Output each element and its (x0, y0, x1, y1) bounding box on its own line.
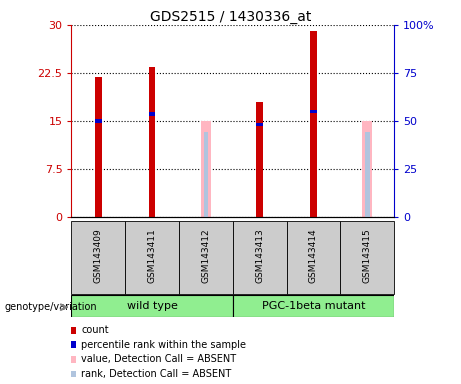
Text: value, Detection Call = ABSENT: value, Detection Call = ABSENT (81, 354, 236, 364)
Bar (71, 221, 125, 294)
Text: GSM143413: GSM143413 (255, 228, 264, 283)
Bar (256, 123, 263, 126)
Bar (365, 132, 370, 217)
Bar (310, 31, 317, 217)
Text: percentile rank within the sample: percentile rank within the sample (81, 340, 246, 350)
Text: GSM143411: GSM143411 (148, 228, 157, 283)
Bar (125, 221, 179, 294)
Bar (233, 221, 287, 294)
Bar (71, 295, 233, 317)
Text: genotype/variation: genotype/variation (5, 302, 97, 312)
Bar (233, 295, 394, 317)
Text: PGC-1beta mutant: PGC-1beta mutant (262, 301, 365, 311)
Bar (149, 66, 155, 217)
Bar (149, 113, 155, 116)
Text: GSM143415: GSM143415 (363, 228, 372, 283)
Bar (310, 110, 317, 113)
Text: GDS2515 / 1430336_at: GDS2515 / 1430336_at (150, 10, 311, 23)
Bar (95, 119, 101, 122)
Bar (179, 221, 233, 294)
Bar (204, 132, 208, 217)
Text: GSM143414: GSM143414 (309, 228, 318, 283)
Text: GSM143409: GSM143409 (94, 228, 103, 283)
Text: count: count (81, 325, 109, 335)
Text: wild type: wild type (127, 301, 177, 311)
Text: rank, Detection Call = ABSENT: rank, Detection Call = ABSENT (81, 369, 231, 379)
Bar (287, 221, 340, 294)
Bar (256, 102, 263, 217)
Bar (340, 221, 394, 294)
Bar (362, 121, 372, 217)
Bar (95, 78, 101, 217)
Text: GSM143412: GSM143412 (201, 228, 210, 283)
Bar (201, 121, 211, 217)
